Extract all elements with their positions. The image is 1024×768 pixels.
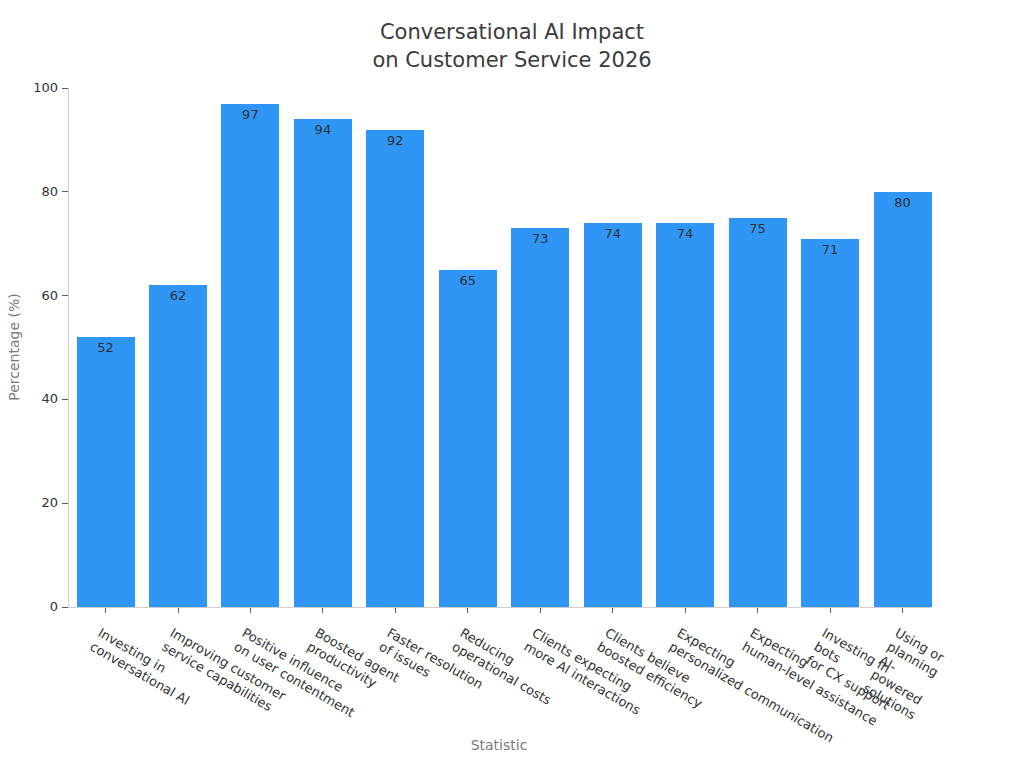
bar-value-label: 62 <box>153 288 203 303</box>
x-tick-mark <box>830 608 831 613</box>
y-tick-label: 20 <box>8 495 58 510</box>
x-tick-mark <box>250 608 251 613</box>
x-tick-mark <box>612 608 613 613</box>
y-tick-label: 40 <box>8 391 58 406</box>
bar-chart-figure: Conversational AI Impact on Customer Ser… <box>0 0 1024 768</box>
bar-5 <box>439 270 497 607</box>
x-tick-mark <box>902 608 903 613</box>
y-tick-mark <box>62 503 68 504</box>
y-axis-title: Percentage (%) <box>6 293 22 400</box>
y-tick-mark <box>62 88 68 89</box>
bar-0 <box>77 337 135 607</box>
x-tick-mark <box>685 608 686 613</box>
bar-value-label: 74 <box>588 226 638 241</box>
bar-value-label: 52 <box>81 340 131 355</box>
bar-11 <box>874 192 932 607</box>
bar-9 <box>729 218 787 607</box>
bar-value-label: 74 <box>660 226 710 241</box>
bar-4 <box>366 130 424 608</box>
y-tick-label: 60 <box>8 288 58 303</box>
bar-8 <box>656 223 714 607</box>
bar-value-label: 80 <box>878 195 928 210</box>
chart-title: Conversational AI Impact on Customer Ser… <box>0 18 1024 74</box>
y-tick-mark <box>62 399 68 400</box>
bar-value-label: 97 <box>225 107 275 122</box>
bar-3 <box>294 119 352 607</box>
x-tick-mark <box>467 608 468 613</box>
x-tick-mark <box>322 608 323 613</box>
bar-value-label: 71 <box>805 242 855 257</box>
bar-2 <box>221 104 279 607</box>
y-tick-mark <box>62 607 68 608</box>
bar-value-label: 65 <box>443 273 493 288</box>
bar-value-label: 92 <box>370 133 420 148</box>
y-tick-label: 0 <box>8 599 58 614</box>
x-tick-mark <box>757 608 758 613</box>
bar-1 <box>149 285 207 607</box>
bar-6 <box>511 228 569 607</box>
x-tick-mark <box>105 608 106 613</box>
plot-area: 52Investing in conversational AI62Improv… <box>68 88 931 608</box>
x-tick-mark <box>395 608 396 613</box>
x-tick-mark <box>540 608 541 613</box>
x-tick-mark <box>178 608 179 613</box>
bar-value-label: 75 <box>733 221 783 236</box>
bar-value-label: 73 <box>515 231 565 246</box>
bar-10 <box>801 239 859 608</box>
y-tick-mark <box>62 191 68 192</box>
bar-value-label: 94 <box>298 122 348 137</box>
x-axis-title: Statistic <box>0 737 998 753</box>
y-tick-label: 100 <box>8 80 58 95</box>
y-tick-label: 80 <box>8 184 58 199</box>
y-tick-mark <box>62 295 68 296</box>
bar-7 <box>584 223 642 607</box>
